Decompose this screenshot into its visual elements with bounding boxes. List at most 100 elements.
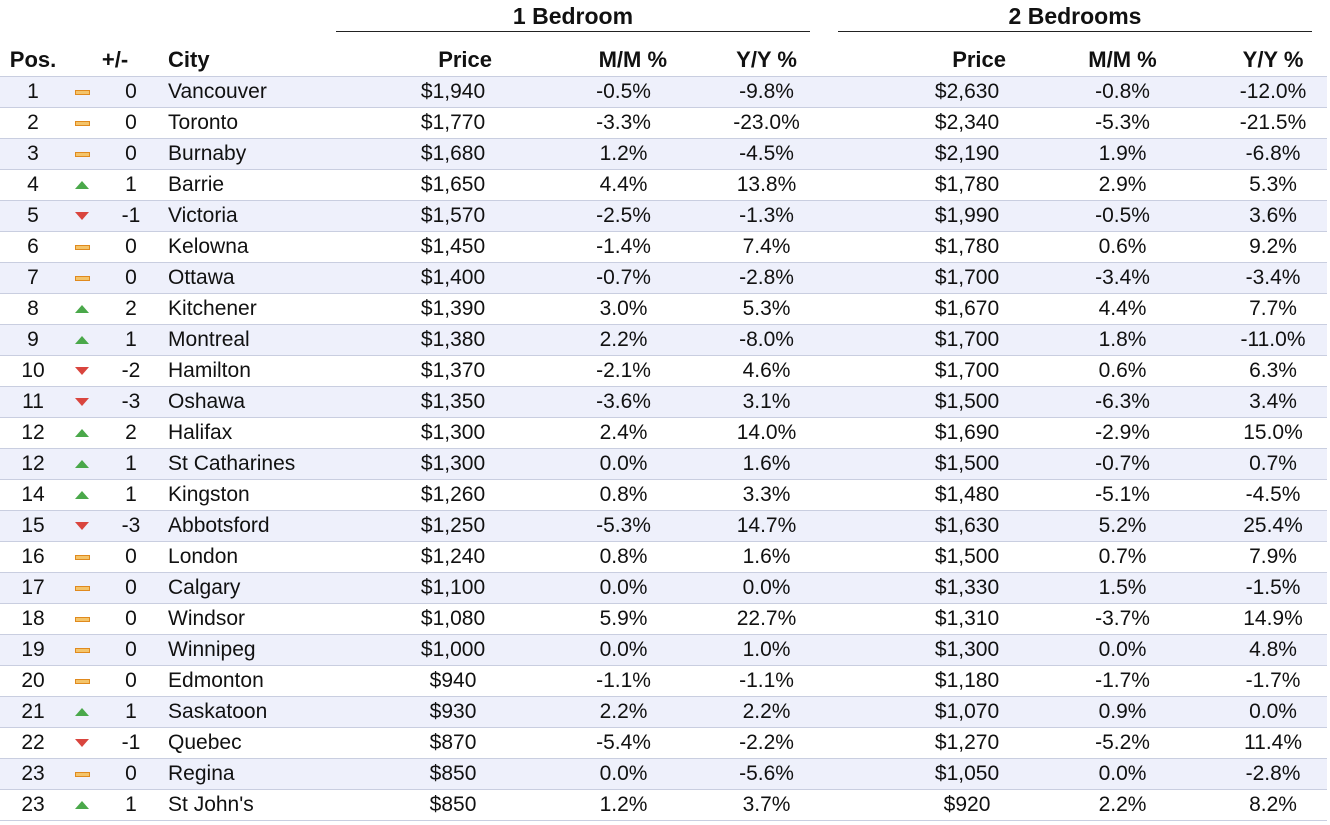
col-header-2br-mm: M/M % — [1088, 47, 1157, 72]
city-cell: London — [168, 545, 239, 568]
yy-1br-cell: -1.1% — [739, 669, 794, 692]
yy-2br-cell: -12.0% — [1239, 80, 1307, 103]
pos-cell: 6 — [27, 235, 39, 258]
rent-table: Pos. +/- City Price M/M % Y/Y % Price M/… — [0, 44, 1328, 821]
pos-cell: 9 — [27, 328, 39, 351]
table-row: 19 0 Winnipeg $1,000 0.0% 1.0% $1,300 0.0% 4.8% — [0, 634, 1328, 666]
pos-cell: 15 — [21, 514, 45, 537]
trend-cell — [66, 294, 98, 325]
triangle-up-icon — [75, 708, 89, 717]
price-2br-cell: $1,630 — [934, 514, 1000, 537]
mm-2br-cell: 0.7% — [1098, 545, 1147, 568]
mm-2br-cell: 1.8% — [1098, 328, 1147, 351]
triangle-up-icon — [75, 491, 89, 500]
change-cell: 0 — [125, 235, 137, 258]
change-cell: 0 — [125, 669, 137, 692]
price-1br-cell: $1,240 — [420, 545, 486, 568]
mm-1br-cell: 4.4% — [599, 173, 648, 196]
table-row: 10 -2 Hamilton $1,370 -2.1% 4.6% $1,700 0.6% 6.3… — [0, 355, 1328, 387]
triangle-down-icon — [75, 739, 89, 748]
table-row: 9 1 Montreal $1,380 2.2% -8.0% $1,700 1.8% -11.0… — [0, 324, 1328, 356]
mm-1br-cell: 0.0% — [599, 452, 648, 475]
price-2br-cell: $1,330 — [934, 576, 1000, 599]
trend-cell — [66, 170, 98, 201]
pos-cell: 12 — [21, 452, 45, 475]
change-cell: 0 — [125, 111, 137, 134]
price-1br-cell: $940 — [429, 669, 477, 692]
yy-2br-cell: -1.7% — [1245, 669, 1301, 692]
pos-cell: 7 — [27, 266, 39, 289]
change-cell: -2 — [121, 359, 141, 382]
trend-cell — [66, 666, 98, 697]
yy-2br-cell: -4.5% — [1245, 483, 1301, 506]
mm-2br-cell: 0.6% — [1098, 359, 1147, 382]
change-cell: 0 — [125, 576, 137, 599]
yy-1br-cell: -2.8% — [739, 266, 794, 289]
price-2br-cell: $1,500 — [934, 390, 1000, 413]
price-2br-cell: $1,500 — [934, 545, 1000, 568]
dash-icon — [74, 244, 90, 250]
change-cell: 1 — [125, 793, 137, 816]
mm-1br-cell: 0.0% — [599, 576, 648, 599]
table-row: 23 1 St John's $850 1.2% 3.7% $920 2.2% 8.2% — [0, 789, 1328, 821]
price-2br-cell: $1,270 — [934, 731, 1000, 754]
change-cell: 0 — [125, 638, 137, 661]
price-1br-cell: $1,650 — [420, 173, 486, 196]
yy-2br-cell: 15.0% — [1243, 421, 1303, 444]
pos-cell: 16 — [21, 545, 45, 568]
mm-2br-cell: -3.7% — [1095, 607, 1150, 630]
mm-1br-cell: -5.4% — [596, 731, 651, 754]
yy-1br-cell: 2.2% — [742, 700, 791, 723]
yy-2br-cell: 3.4% — [1249, 390, 1297, 413]
yy-1br-cell: 14.7% — [736, 514, 797, 537]
price-1br-cell: $1,260 — [420, 483, 486, 506]
yy-1br-cell: 1.6% — [742, 452, 791, 475]
city-cell: Burnaby — [168, 142, 247, 165]
price-2br-cell: $920 — [943, 793, 991, 816]
mm-2br-cell: -1.7% — [1095, 669, 1150, 692]
yy-2br-cell: 7.9% — [1249, 545, 1297, 568]
city-cell: Ottawa — [168, 266, 235, 289]
mm-2br-cell: 4.4% — [1098, 297, 1147, 320]
change-cell: 1 — [125, 173, 137, 196]
mm-1br-cell: -1.4% — [596, 235, 651, 258]
yy-1br-cell: 1.0% — [742, 638, 791, 661]
price-1br-cell: $1,400 — [420, 266, 486, 289]
mm-1br-cell: 0.0% — [599, 638, 648, 661]
price-1br-cell: $1,940 — [420, 80, 486, 103]
yy-2br-cell: 14.9% — [1243, 607, 1303, 630]
mm-1br-cell: -3.3% — [596, 111, 651, 134]
mm-1br-cell: 1.2% — [599, 793, 648, 816]
change-cell: 2 — [125, 297, 137, 320]
change-cell: 1 — [125, 328, 137, 351]
price-1br-cell: $850 — [429, 793, 477, 816]
pos-cell: 1 — [27, 80, 39, 103]
table-row: 5 -1 Victoria $1,570 -2.5% -1.3% $1,990 -0.5% 3.… — [0, 200, 1328, 232]
city-cell: Hamilton — [168, 359, 251, 382]
trend-cell — [66, 108, 98, 139]
price-1br-cell: $1,300 — [420, 452, 486, 475]
trend-cell — [66, 604, 98, 635]
price-2br-cell: $1,310 — [934, 607, 1000, 630]
yy-2br-cell: 4.8% — [1249, 638, 1297, 661]
triangle-down-icon — [75, 212, 89, 221]
yy-1br-cell: -8.0% — [739, 328, 794, 351]
pos-cell: 4 — [27, 173, 39, 196]
price-2br-cell: $1,300 — [934, 638, 1000, 661]
city-cell: Saskatoon — [168, 700, 268, 723]
trend-cell — [66, 418, 98, 449]
mm-2br-cell: 0.0% — [1098, 762, 1147, 785]
table-body: 1 0 Vancouver $1,940 -0.5% -9.8% $2,630 -0.8% -1… — [0, 76, 1328, 821]
pos-cell: 18 — [21, 607, 45, 630]
table-row: 12 2 Halifax $1,300 2.4% 14.0% $1,690 -2.9% 15.0… — [0, 417, 1328, 449]
city-cell: Windsor — [168, 607, 246, 630]
triangle-up-icon — [75, 336, 89, 345]
trend-cell — [66, 573, 98, 604]
table-row: 16 0 London $1,240 0.8% 1.6% $1,500 0.7% 7.9% — [0, 541, 1328, 573]
dash-icon — [74, 678, 90, 684]
trend-cell — [66, 635, 98, 666]
change-cell: -3 — [121, 390, 141, 413]
table-row: 3 0 Burnaby $1,680 1.2% -4.5% $2,190 1.9% -6.8% — [0, 138, 1328, 170]
price-1br-cell: $1,450 — [420, 235, 486, 258]
price-2br-cell: $1,780 — [934, 173, 1000, 196]
